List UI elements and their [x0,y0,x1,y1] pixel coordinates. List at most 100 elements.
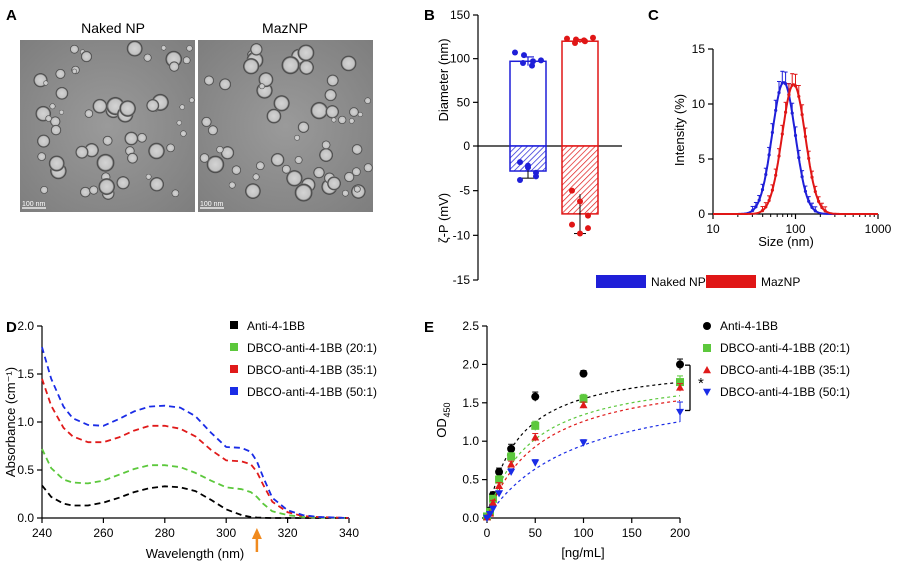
tem-particle [40,185,49,194]
b-point-zeta [577,198,583,205]
tem-particle [79,186,91,198]
b-point-zeta [525,162,531,169]
b-point-diameter [529,62,535,69]
tem-particle [186,45,193,52]
panel-c-chart: 0 5 10 15 10 100 1000 Size (nm) Intensity (%) [672,42,892,249]
panel-label-b: B [424,7,435,24]
tem-particle [126,152,139,164]
b-point-diameter [581,37,587,44]
e-point [483,514,491,522]
b-tick-label: -5 [459,184,470,198]
tem-particle [55,68,66,80]
b-tick-label: -15 [453,273,471,287]
e-point [507,444,516,453]
tem-particle [294,155,303,165]
tem-particle [189,97,195,103]
b-point-diameter [521,52,527,59]
panel-e-chart: 0.0 0.5 1.0 1.5 2.0 2.5 0 50 100 150 200 [ng/mL] O… [434,319,850,560]
e-legend-label: DBCO-anti-4-1BB (35:1) [720,363,850,377]
c-point [780,132,784,136]
b-ylabel-zeta: ζ-P (mV) [436,193,451,243]
e-fit-line [486,399,681,519]
c-point [813,189,817,194]
c-point [777,154,781,158]
c-point [787,93,791,97]
tem-particle [96,153,115,173]
tem-particle [244,182,262,200]
c-point [810,175,814,179]
d-series-line [41,484,349,519]
e-tick-label: 0.5 [462,473,479,487]
c-point [790,111,794,115]
tem-particle [50,116,61,127]
tem-particle [252,173,260,181]
d-series-line [41,346,350,519]
e-point [703,344,711,352]
tem-particle [69,44,79,54]
c-point [774,173,778,177]
tem-particle [331,117,337,123]
tem-particle [297,121,310,134]
e-legend-label: DBCO-anti-4-1BB (20:1) [720,341,850,355]
tem-particle [353,185,361,193]
panel-a-tem: Naked NP MazNP 100 nm 100 nm [20,20,373,212]
b-point-diameter [590,34,596,41]
tem-particle [45,115,52,122]
b-point-zeta [517,176,523,183]
d-tick-label: 0.5 [17,463,34,477]
e-point [676,383,684,391]
e-ylabel: OD 450 [434,402,452,437]
e-point [531,421,540,430]
tem-particle [180,130,187,137]
b-point-zeta [533,173,539,180]
d-series-line [41,448,350,519]
panel-label-a: A [6,7,17,24]
c-point [820,205,824,210]
tem-particle [206,155,225,174]
tem-particle [218,78,232,91]
tem-particle [179,104,185,110]
e-tick-label: 1.5 [462,396,479,410]
tem-particle [36,134,51,148]
e-point [495,490,504,498]
c-tick-label: 1000 [865,222,892,236]
d-tick-label: 0.0 [17,511,34,525]
tem-particle [351,167,361,177]
c-point [777,91,781,95]
tem-particle [363,163,373,173]
b-tick-label: 50 [457,95,471,109]
e-fit-line [486,395,681,519]
c-ylabel: Intensity (%) [672,94,687,166]
b-point-zeta [585,212,591,219]
scale-bar-label-maz: 100 nm [200,201,224,208]
d-xlabel: Wavelength (nm) [146,546,245,561]
c-point [797,94,801,99]
tem-particle [220,145,235,160]
c-point [754,205,758,209]
c-point [784,82,788,86]
c-tick-label: 10 [692,97,706,111]
c-point [797,156,801,160]
c-point [813,209,817,213]
b-point-diameter [512,49,518,56]
c-tick-label: 100 [785,222,805,236]
d-legend-label: DBCO-anti-4-1BB (35:1) [247,363,377,377]
tem-particle [37,152,47,162]
e-point [507,460,516,468]
b-point-zeta [577,230,583,237]
b-tick-label: 100 [450,52,470,66]
b-point-diameter [564,35,570,42]
tem-particle [337,115,347,125]
b-ylabel-diameter: Diameter (nm) [436,38,451,121]
tem-particle [294,183,313,202]
d-legend-swatch [230,365,238,373]
tem-particle [126,40,143,57]
c-point [774,108,778,112]
c-point [751,208,755,213]
tem-particle [281,164,291,174]
legend-swatch-maz [706,275,756,288]
tem-particle [55,86,69,100]
tem-particle [259,83,265,90]
tem-particle [59,109,64,115]
